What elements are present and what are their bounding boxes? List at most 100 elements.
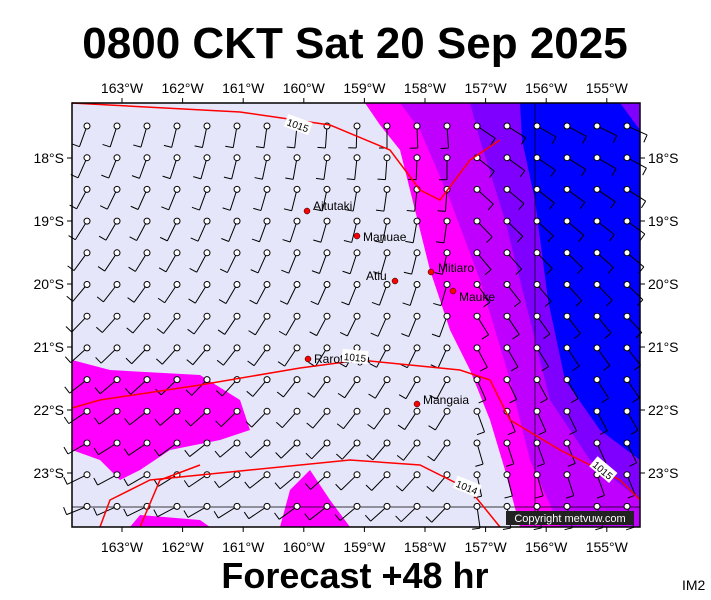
wind-barb <box>162 175 171 180</box>
wind-station <box>443 407 451 415</box>
wind-barb <box>626 188 646 202</box>
lat-label: 22°S <box>648 402 679 418</box>
wind-barb <box>440 284 448 306</box>
wind-station <box>113 312 121 320</box>
wind-barb <box>377 315 388 337</box>
lat-label: 23°S <box>33 465 64 481</box>
wind-station <box>383 471 391 479</box>
wind-station <box>263 471 271 479</box>
wind-station <box>443 439 451 447</box>
wind-barb <box>244 451 252 459</box>
wind-barb <box>226 252 238 273</box>
wind-station <box>233 407 241 415</box>
wind-barb <box>123 478 129 486</box>
wind-barb <box>153 509 159 517</box>
wind-barb <box>435 241 445 244</box>
wind-barb <box>222 207 231 211</box>
wind-barb <box>108 157 118 179</box>
wind-barb <box>476 220 493 238</box>
wind-station <box>413 344 421 352</box>
wind-station <box>623 217 631 225</box>
wind-barb <box>536 315 551 335</box>
wind-barb <box>184 419 192 427</box>
wind-station <box>383 281 391 288</box>
wind-barb <box>398 394 407 400</box>
wind-barb <box>550 169 556 177</box>
lat-label: 20°S <box>648 276 679 292</box>
wind-barb <box>131 175 140 179</box>
wind-barb <box>321 189 328 212</box>
wind-barb <box>509 398 517 404</box>
wind-barb <box>506 284 521 303</box>
wind-barb <box>77 157 88 179</box>
isobar-label: 1015 <box>343 352 367 365</box>
wind-barb <box>611 168 617 176</box>
wind-station <box>83 376 91 384</box>
wind-station <box>323 249 331 257</box>
wind-barb <box>506 125 526 139</box>
wind-station <box>623 185 631 193</box>
wind-station <box>533 217 541 225</box>
wind-barb <box>566 125 587 137</box>
wind-station <box>263 376 271 384</box>
wind-barb <box>190 410 208 427</box>
wind-barb <box>99 379 118 395</box>
wind-station <box>503 344 511 352</box>
wind-station <box>203 217 211 225</box>
wind-barb <box>221 379 238 397</box>
wind-barb <box>158 442 178 457</box>
wind-barb <box>200 157 208 179</box>
wind-station <box>113 249 121 257</box>
wind-station <box>233 312 241 320</box>
wind-barb <box>415 157 418 180</box>
wind-station <box>113 217 121 225</box>
wind-station <box>293 344 301 352</box>
place-dot <box>304 355 312 363</box>
wind-barb <box>123 448 130 456</box>
lon-label: 158°W <box>404 80 447 96</box>
wind-station <box>203 407 211 415</box>
wind-barb <box>626 220 646 235</box>
wind-barb <box>475 463 484 467</box>
wind-station <box>323 344 331 352</box>
wind-barb <box>607 267 614 274</box>
wind-barb <box>580 169 587 177</box>
wind-station <box>323 281 331 288</box>
wind-barb <box>536 463 545 467</box>
lat-label: 19°S <box>648 213 679 229</box>
wind-station <box>503 185 511 193</box>
wind-station <box>593 312 601 320</box>
wind-barb <box>96 505 118 516</box>
wind-barb <box>401 474 418 492</box>
wind-barb <box>312 410 328 429</box>
lon-label: 162°W <box>162 539 205 555</box>
wind-barb <box>566 379 579 399</box>
wind-station <box>173 122 181 130</box>
wind-barb <box>256 284 268 305</box>
copyright-box <box>506 511 634 525</box>
wind-barb <box>513 301 521 308</box>
wind-station <box>503 471 511 479</box>
wind-barb <box>127 297 135 303</box>
wind-barb <box>289 220 298 243</box>
wind-barb <box>317 284 328 305</box>
wind-barb <box>490 138 496 146</box>
wind-station <box>263 312 271 320</box>
wind-barb <box>429 394 437 400</box>
wind-barb <box>66 505 88 516</box>
lon-label: 161°W <box>222 80 265 96</box>
wind-barb <box>405 379 418 399</box>
wind-barb <box>626 157 647 169</box>
wind-barb <box>314 208 323 212</box>
wind-barb <box>506 379 518 400</box>
wind-barb <box>63 416 70 424</box>
wind-station <box>143 312 151 320</box>
wind-barb <box>157 297 165 304</box>
wind-barb <box>127 505 148 517</box>
wind-barb <box>478 399 487 404</box>
map: Aitutaki Manuae Atiu Mitiaro Mauke Rarot… <box>63 102 648 531</box>
wind-station <box>293 312 301 320</box>
wind-station <box>593 439 601 447</box>
wind-barb <box>72 284 88 302</box>
wind-station <box>113 154 121 162</box>
